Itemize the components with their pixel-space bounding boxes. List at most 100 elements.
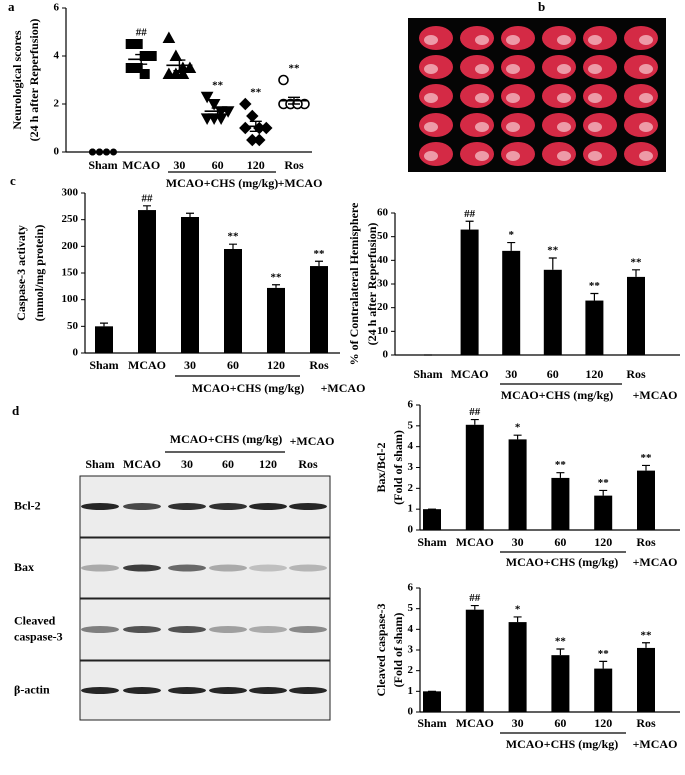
y-tick-label: 4 [408,440,414,452]
group-suffix: +MCAO [633,388,678,402]
error-bar [513,434,522,440]
error-bar [642,642,650,648]
significance: ** [289,63,301,75]
y-axis-label: (Fold of sham) [391,613,405,688]
blot-band [289,626,327,633]
y-tick-label: 3 [408,644,414,656]
y-tick-label: 60 [377,207,389,219]
bar [460,229,479,355]
x-tick-label: 60 [227,358,239,372]
significance: ## [464,208,476,220]
point [260,121,273,135]
slice-highlight [475,64,489,74]
y-tick-label: 1 [408,503,414,515]
bar [465,424,484,530]
x-tick-label: Sham [88,158,117,172]
error-bar [211,107,224,116]
lane-label: MCAO [123,457,161,471]
error-bar [465,220,474,230]
y-tick-label: 3 [408,461,414,473]
error-bar [470,604,479,610]
significance: ## [142,192,154,204]
blot-band [81,503,119,510]
blot-band [81,687,119,694]
x-tick-label: 120 [594,716,612,730]
slice-highlight [475,35,489,45]
bar [637,470,655,530]
y-tick-label: 6 [54,2,60,14]
y-tick-label: 40 [377,254,389,266]
y-tick-label: 50 [377,230,389,242]
error-bar [315,260,323,267]
y-tick-label: 0 [408,524,414,536]
significance: * [508,229,514,241]
y-tick-label: 2 [408,482,414,494]
y-tick-label: 250 [62,213,79,225]
error-bar [135,53,148,65]
error-bar [632,269,640,277]
x-tick-label: Sham [413,367,442,381]
x-tick-label: Ros [626,367,646,381]
x-tick-label: 30 [512,716,524,730]
x-tick-label: 120 [247,158,265,172]
significance: ** [598,477,610,489]
error-bar [143,205,151,211]
significance: ** [250,87,262,99]
row-label: Cleaved [14,613,56,627]
bar [423,509,441,530]
error-bar [100,322,108,327]
error-bar [642,464,650,471]
blot-band [249,626,287,633]
bar [95,326,113,353]
point [169,49,183,61]
lane-label: Ros [298,457,318,471]
slice-highlight [424,35,438,45]
blot-band [249,687,287,694]
bar [224,249,242,353]
y-tick-label: 150 [62,267,79,279]
bar [585,300,604,355]
blot-band [249,503,287,510]
group-label: MCAO+CHS (mg/kg) [501,388,614,402]
bar [543,269,562,355]
x-tick-label: MCAO [128,358,166,372]
bar [627,276,645,355]
blot-group-suffix: +MCAO [290,434,335,448]
significance: ## [136,27,148,39]
x-tick-label: 30 [505,367,517,381]
error-bar [548,257,557,270]
blot-group-label: MCAO+CHS (mg/kg) [170,432,283,446]
blot-band [289,503,327,510]
x-tick-label: Sham [417,535,446,549]
bar [310,266,328,353]
slice-highlight [424,122,438,132]
blot-band [123,564,161,572]
significance: ** [641,629,653,641]
bar [465,609,484,712]
panel-letter: b [538,0,545,14]
bar [502,250,521,355]
significance: ** [555,459,567,471]
bar [508,622,527,712]
error-bar [470,418,479,425]
x-tick-label: 30 [512,535,524,549]
y-tick-label: 200 [62,240,79,252]
slice-highlight [506,35,520,45]
point [207,99,221,111]
point [162,31,176,43]
point [146,51,157,61]
error-bar [599,660,608,669]
slice-highlight [475,93,489,103]
point [246,109,259,123]
x-tick-label: Ros [636,716,656,730]
blot-band [168,503,206,510]
slice-highlight [424,93,438,103]
y-axis-label: Neurological scores [10,30,24,130]
x-tick-label: 60 [212,158,224,172]
point [278,74,289,86]
significance: ## [469,406,481,418]
row-label: caspase-3 [14,629,63,643]
error-bar [186,212,194,217]
point [176,67,190,79]
x-tick-label: 120 [585,367,603,381]
